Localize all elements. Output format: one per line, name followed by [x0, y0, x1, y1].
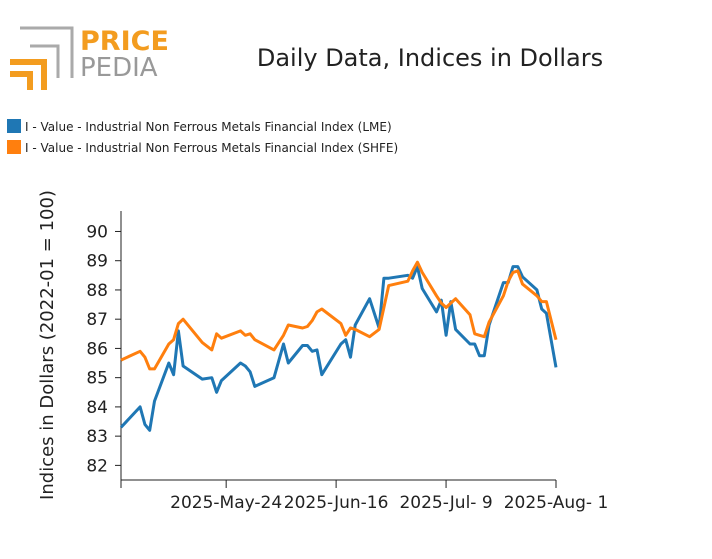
legend-label: I - Value - Industrial Non Ferrous Metal…	[25, 141, 398, 155]
series-line	[120, 260, 558, 371]
y-axis-label: Indices in Dollars (2022-01 = 100)	[37, 190, 58, 500]
series-line	[119, 265, 558, 432]
x-tick-label: 2025-Jun-16	[284, 493, 389, 513]
legend-swatch	[7, 119, 21, 133]
chart-title: Daily Data, Indices in Dollars	[257, 44, 603, 72]
y-tick-label: 84	[86, 398, 108, 418]
legend-label: I - Value - Industrial Non Ferrous Metal…	[25, 120, 392, 134]
y-tick-label: 90	[86, 222, 108, 242]
x-tick-label: 2025-Aug- 1	[504, 493, 609, 513]
y-tick-label: 89	[86, 252, 108, 272]
logo-top: PRICE	[80, 26, 169, 57]
y-tick-label: 88	[86, 281, 108, 301]
y-tick-label: 82	[86, 456, 108, 476]
x-tick-label: 2025-May-24	[170, 493, 282, 513]
logo: PRICE PEDIA	[10, 26, 169, 90]
y-tick-label: 86	[86, 339, 108, 359]
legend-swatch	[7, 140, 21, 154]
x-tick-label: 2025-Jul- 9	[399, 493, 492, 513]
y-tick-label: 83	[86, 427, 108, 447]
y-tick-label: 85	[86, 369, 108, 389]
y-tick-label: 87	[86, 310, 108, 330]
logo-bottom: PEDIA	[80, 53, 158, 83]
